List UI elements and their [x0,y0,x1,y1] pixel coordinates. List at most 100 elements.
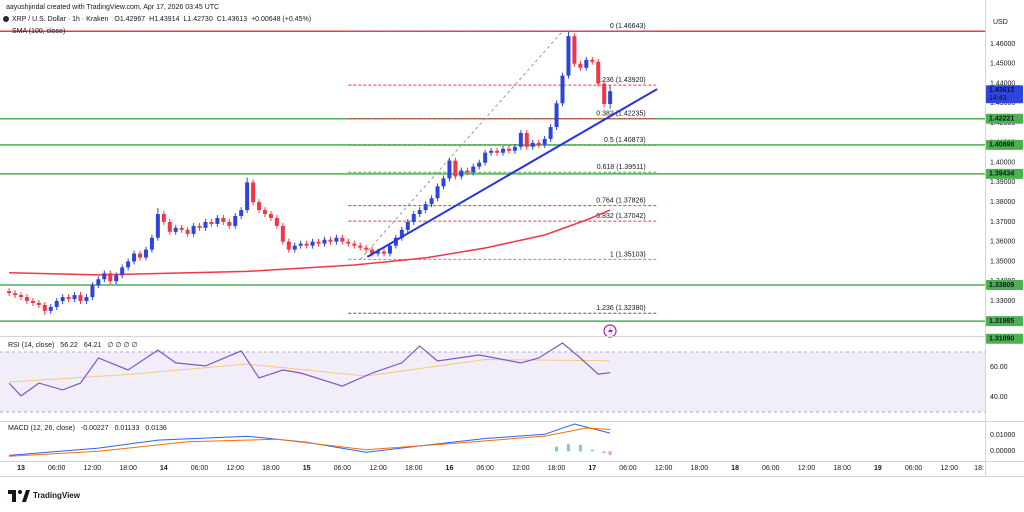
price-badge-label: 1.31090 [989,336,1014,343]
candle-body [506,148,511,151]
ohlc-prefix: L [184,16,188,23]
candle-body [185,229,190,234]
fib-label: 0 (1.46643) [610,23,646,30]
fib-label: 0.832 (1.37042) [596,213,645,220]
candle-body [268,214,273,218]
candle-body [143,249,148,258]
candle-body [411,214,416,222]
rsi-line [8,342,611,397]
logo-mark [22,490,30,502]
candle-body [316,241,321,244]
last-price-badge [986,85,1023,104]
macd-histogram-bar [566,444,570,452]
fib-anchor-line [359,30,563,260]
candle-body [60,297,65,302]
fib-label: 1 (1.35103) [610,251,646,258]
candle-body [7,291,12,294]
candle-body [298,243,303,246]
candle-body [72,295,77,300]
macd-tick-label: 0.01000 [990,432,1015,439]
candle-body [54,301,59,307]
macd-signal-value: 0.0136 [145,425,167,432]
candle-body [524,132,529,147]
candle-body [108,273,113,282]
candle-body [310,241,315,246]
candle-body [292,245,297,250]
macd-histogram-bar [578,444,582,452]
candle-body [602,83,607,105]
x-tick-label: 06:00 [762,465,780,472]
price-badge [986,168,1023,179]
x-tick-label: 18:00 [548,465,566,472]
rsi-band [0,352,985,412]
candle-body [554,103,559,128]
candle-body [132,253,137,262]
macd-tick-label: 0.00000 [990,448,1015,455]
credit: aayushjindal created with TradingView.co… [6,4,219,11]
y-tick-label: 1.45000 [990,61,1015,68]
y-tick-label: 1.40000 [990,159,1015,166]
candle-body [518,132,523,147]
candle-body [471,166,476,173]
fib-label: 0.236 (1.43920) [596,77,645,84]
x-tick-label: 12:00 [226,465,244,472]
macd-line [9,423,611,456]
x-tick-label: 06:00 [191,465,209,472]
candle-body [245,182,250,211]
candle-body [19,295,24,298]
candle-body [48,306,53,311]
candle-body [251,182,256,203]
candle-body [441,178,446,187]
x-tick-label: 12:00 [512,465,530,472]
candle-body [501,148,506,153]
y-tick-label: 1.36000 [990,239,1015,246]
macd-signal-line [9,427,611,457]
rsi-ma-value: 64.21 [84,342,102,349]
last-price-label: 1.43613 [989,87,1014,94]
candle-body [138,253,143,258]
x-tick-label: 16 [446,465,454,472]
candle-body [227,221,232,226]
candle-body [280,225,285,242]
currency-label: USD [993,19,1008,26]
x-tick-label: 06:00 [334,465,352,472]
candle-body [459,170,464,177]
chart-title: XRP / U.S. Dollar · 1h · Kraken [12,16,108,23]
candle-body [453,160,458,177]
candle-body [370,249,375,254]
macd-histogram-bar [608,451,612,455]
price-badge-label: 1.33809 [989,282,1014,289]
candle-body [328,239,333,242]
x-tick-label: 12:00 [369,465,387,472]
x-tick-label: 06:00 [619,465,637,472]
candle-body [381,251,386,254]
candle-body [114,275,119,282]
candle-body [161,214,166,222]
candle-body [393,237,398,246]
candle-body [536,142,541,145]
candle-body [358,245,363,248]
candle-body [102,273,107,280]
candle-body [197,225,202,228]
rsi-legend: RSI (14, close) [8,342,54,349]
fib-label: 0.618 (1.39511) [597,164,646,171]
price-badge [986,113,1023,124]
x-tick-label: 18: [974,465,984,472]
x-tick-label: 18:00 [119,465,137,472]
fib-label: 0.5 (1.40873) [604,137,646,144]
candle-body [417,210,422,215]
fib-label: 1.236 (1.32380) [596,305,645,312]
candle-body [120,267,125,276]
candle-body [30,301,35,303]
sma-line [9,209,611,276]
candle-body [590,59,595,62]
candle-body [483,152,488,163]
logo-mark [8,490,16,502]
candle-body [221,217,226,222]
macd-value: 0.01133 [115,425,140,432]
x-tick-label: 13 [17,465,25,472]
candle-body [13,293,18,296]
candle-body [90,285,95,298]
candle-body [96,279,101,286]
brand-name: TradingView [33,491,81,500]
